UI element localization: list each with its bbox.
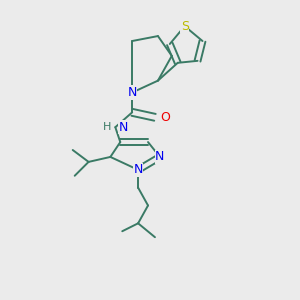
Text: O: O bbox=[160, 111, 170, 124]
Text: S: S bbox=[181, 20, 189, 33]
Text: N: N bbox=[118, 121, 128, 134]
Text: H: H bbox=[103, 122, 111, 132]
Text: N: N bbox=[128, 86, 137, 99]
Text: N: N bbox=[134, 163, 143, 176]
Text: N: N bbox=[155, 150, 165, 164]
